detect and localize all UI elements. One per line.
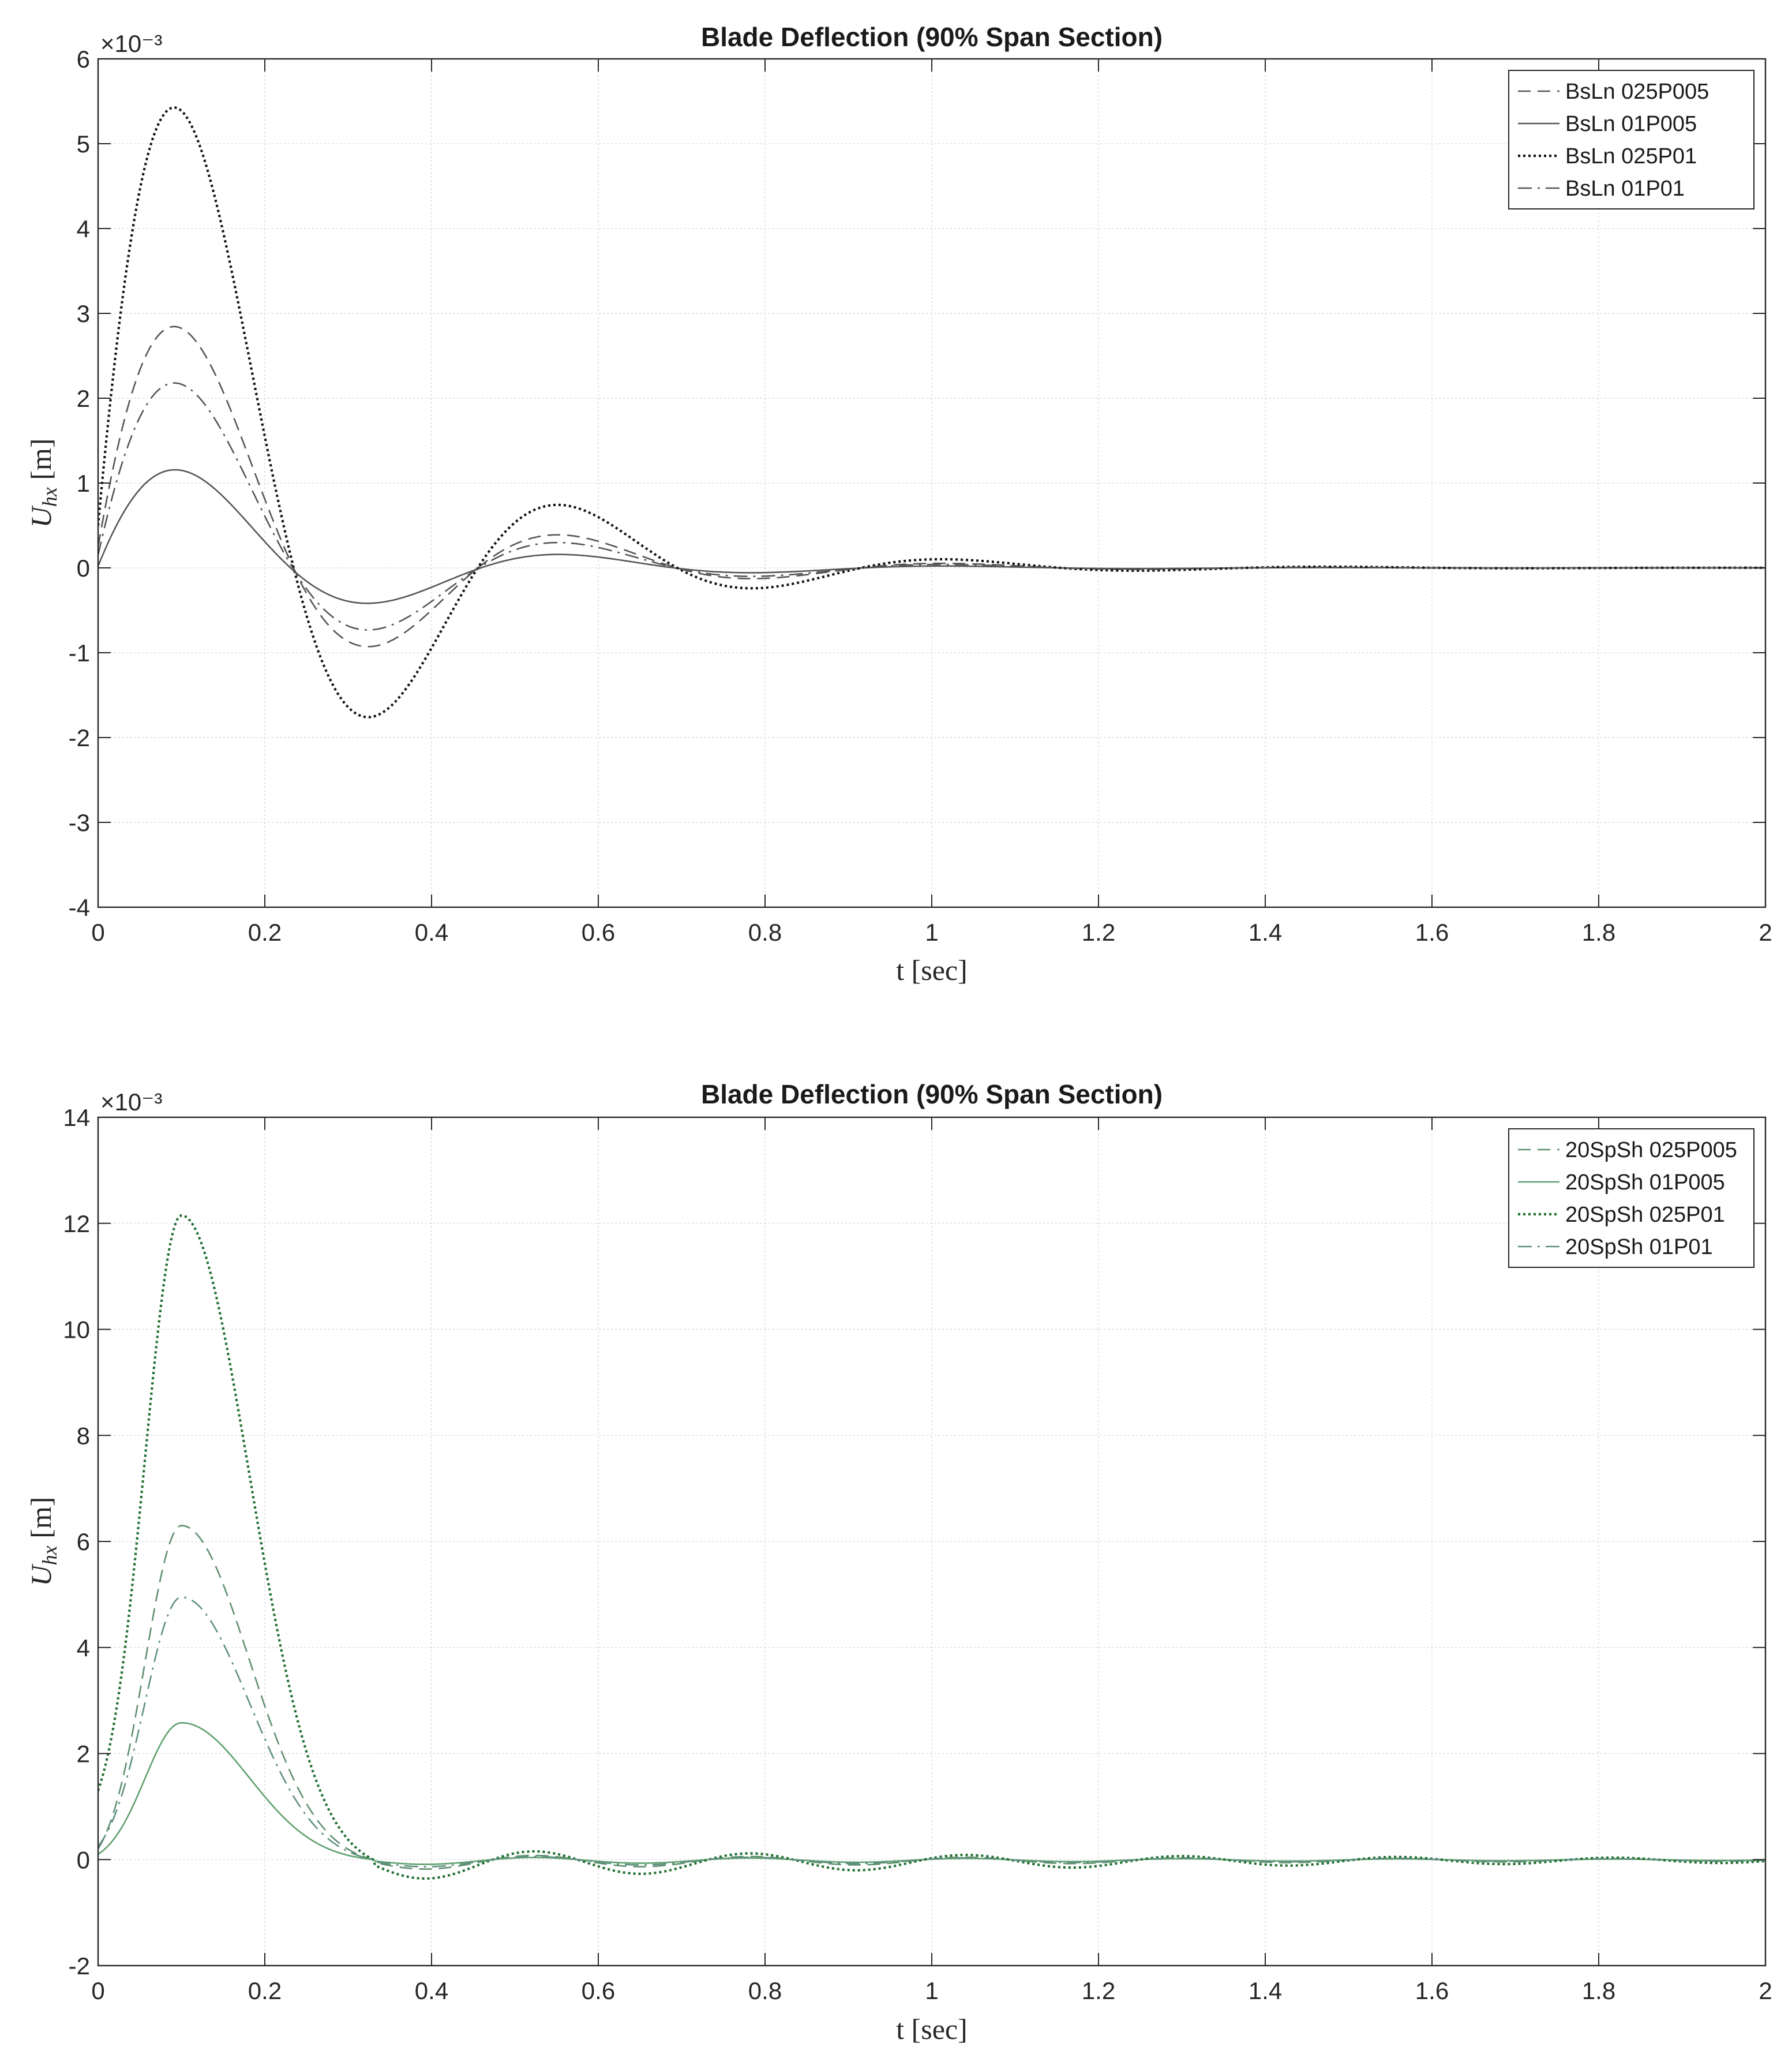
y-axis-label: Uhx [m]	[25, 1497, 61, 1586]
legend-label-4: BsLn 01P01	[1565, 177, 1685, 201]
legend-label-1: 20SpSh 025P005	[1565, 1138, 1737, 1162]
legend-label-1: BsLn 025P005	[1565, 80, 1709, 104]
series-line-4	[98, 1596, 1765, 1868]
series-line-3	[98, 1214, 1765, 1880]
y-tick-label: 0	[77, 1846, 90, 1873]
legend: 20SpSh 025P005 20SpSh 01P005 20SpSh 025P01…	[1508, 1128, 1754, 1268]
x-tick-label: 0.4	[415, 1977, 448, 2004]
x-tick-label: 1.2	[1082, 919, 1115, 946]
y-tick-label: 0	[77, 555, 90, 582]
x-tick-label: 1.6	[1415, 1977, 1449, 2004]
x-tick-label: 1.4	[1249, 1977, 1282, 2004]
legend-box	[1508, 1128, 1754, 1268]
series-group	[98, 1214, 1765, 1880]
series-line-4	[98, 382, 1765, 631]
y-tick-label: 5	[77, 130, 90, 158]
y-tick-label: 1	[77, 470, 90, 497]
y-axis-label: Uhx [m]	[25, 439, 61, 528]
legend-box	[1508, 70, 1754, 209]
grid	[98, 1117, 1765, 1966]
x-tick-label: 0.8	[748, 919, 782, 946]
x-tick-label: 2	[1759, 919, 1772, 946]
y-tick-label: -4	[69, 894, 90, 921]
series-group	[98, 106, 1765, 718]
chart-bottom: 0 0.2 0.4 0.6 0.8 1 1.2 1.4 1.6 1.8 2-202468101214…	[25, 1079, 1772, 2045]
legend: BsLn 025P005 BsLn 01P005 BsLn 025P01 BsLn 0…	[1508, 70, 1754, 209]
x-tick-label: 0.6	[582, 919, 615, 946]
y-tick-label: 2	[77, 1741, 90, 1768]
y-tick-label: -2	[69, 1952, 90, 1979]
chart-title: Blade Deflection (90% Span Section)	[701, 22, 1163, 52]
x-tick-label: 1	[925, 919, 938, 946]
legend-label-3: 20SpSh 025P01	[1565, 1203, 1725, 1227]
x-tick-label: 1.8	[1582, 1977, 1615, 2004]
y-tick-label: 6	[77, 46, 90, 73]
x-tick-label: 0.4	[415, 919, 448, 946]
y-exponent-label: ×10⁻³	[100, 30, 162, 57]
chart-title: Blade Deflection (90% Span Section)	[701, 1079, 1163, 1109]
series-line-3	[98, 106, 1765, 718]
x-tick-label: 0	[91, 1977, 104, 2004]
y-tick-label: -3	[69, 809, 90, 836]
y-tick-label: 6	[77, 1528, 90, 1555]
chart-top: 0 0.2 0.4 0.6 0.8 1 1.2 1.4 1.6 1.8 2 -4 -3 -2 -1 0 1 2 3 4…	[25, 22, 1772, 986]
x-tick-label: 1.2	[1082, 1977, 1115, 2004]
x-tick-label: 0.2	[248, 1977, 282, 2004]
y-tick-label: 12	[63, 1210, 90, 1237]
legend-label-2: 20SpSh 01P005	[1565, 1170, 1725, 1195]
legend-label-3: BsLn 025P01	[1565, 144, 1697, 169]
x-tick-label: 1.8	[1582, 919, 1615, 946]
x-tick-label: 0.2	[248, 919, 282, 946]
y-exponent-label: ×10⁻³	[100, 1088, 162, 1116]
y-tick-label: 4	[77, 215, 90, 242]
y-axis-label-text: Uhx [m]	[25, 439, 61, 528]
x-tick-label: 0.6	[582, 1977, 615, 2004]
y-tick-label: 8	[77, 1422, 90, 1449]
legend-label-4: 20SpSh 01P01	[1565, 1235, 1713, 1259]
x-tick-label: 0.8	[748, 1977, 782, 2004]
x-axis-label: t [sec]	[896, 954, 968, 986]
x-tick-label: 2	[1759, 1977, 1772, 2004]
y-tick-label: 10	[63, 1316, 90, 1344]
y-tick-label: 3	[77, 300, 90, 327]
y-tick-label: -2	[69, 724, 90, 751]
y-axis-label-text: Uhx [m]	[25, 1497, 61, 1586]
x-tick-label: 1	[925, 1977, 938, 2004]
y-tick-label: 14	[63, 1104, 90, 1131]
x-axis-label: t [sec]	[896, 2013, 968, 2045]
x-tick-label: 1.4	[1249, 919, 1282, 946]
legend-label-2: BsLn 01P005	[1565, 112, 1697, 136]
x-tick-label: 1.6	[1415, 919, 1449, 946]
y-tick-label: 4	[77, 1634, 90, 1661]
y-tick-label: -1	[69, 639, 90, 667]
x-tick-label: 0	[91, 919, 104, 946]
y-tick-label: 2	[77, 385, 90, 412]
